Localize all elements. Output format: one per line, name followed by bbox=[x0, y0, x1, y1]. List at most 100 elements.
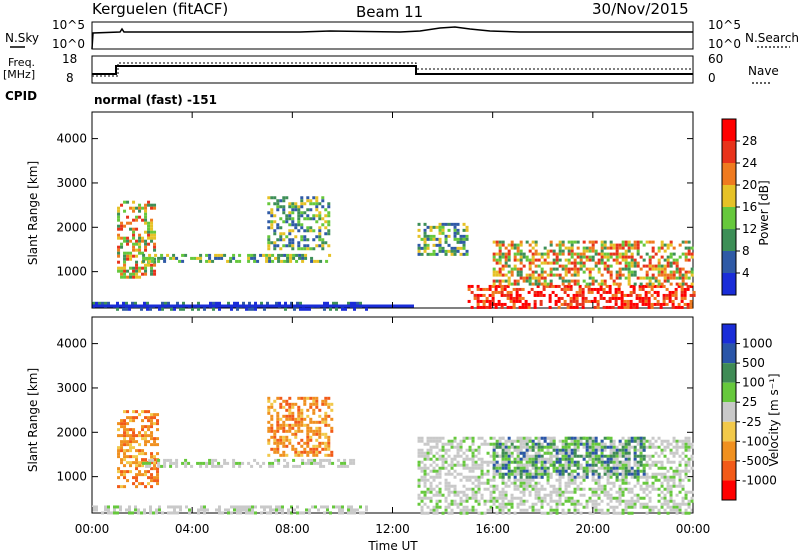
echo-cell bbox=[585, 258, 589, 262]
echo-cell bbox=[420, 478, 424, 482]
echo-cell bbox=[359, 511, 362, 515]
echo-cell bbox=[672, 252, 676, 256]
echo-cell bbox=[522, 469, 526, 473]
echo-cell bbox=[417, 493, 421, 497]
echo-cell bbox=[585, 505, 589, 509]
echo-cell bbox=[561, 454, 565, 458]
echo-cell bbox=[135, 467, 139, 471]
echo-cell bbox=[132, 227, 136, 231]
echo-cell bbox=[639, 445, 643, 449]
echo-cell bbox=[657, 258, 661, 262]
echo-cell bbox=[606, 454, 610, 458]
echo-cell bbox=[495, 487, 499, 491]
echo-cell bbox=[241, 461, 245, 465]
echo-cell bbox=[678, 255, 682, 259]
echo-cell bbox=[600, 484, 604, 488]
echo-cell bbox=[263, 505, 266, 509]
echo-cell bbox=[531, 439, 535, 443]
echo-cell bbox=[636, 472, 640, 476]
echo-cell bbox=[270, 414, 274, 418]
echo-cell bbox=[621, 490, 625, 494]
echo-cell bbox=[543, 276, 547, 280]
x-tick-label: 00:00 bbox=[676, 522, 711, 536]
echo-cell bbox=[519, 276, 523, 280]
echo-cell bbox=[160, 256, 164, 260]
echo-cell bbox=[519, 481, 523, 485]
echo-cell bbox=[675, 270, 679, 274]
echo-cell bbox=[629, 305, 633, 309]
echo-cell bbox=[663, 493, 667, 497]
echo-cell bbox=[322, 464, 326, 468]
echo-cell bbox=[534, 282, 538, 286]
echo-cell bbox=[298, 253, 302, 257]
echo-cell bbox=[519, 267, 523, 271]
echo-cell bbox=[594, 505, 598, 509]
echo-cell bbox=[471, 496, 475, 500]
echo-cell bbox=[507, 454, 511, 458]
echo-cell bbox=[579, 463, 583, 467]
echo-cell bbox=[471, 505, 475, 509]
echo-cell bbox=[663, 279, 667, 283]
echo-cell bbox=[663, 273, 667, 277]
echo-cell bbox=[516, 484, 520, 488]
echo-cell bbox=[303, 217, 307, 221]
echo-cell bbox=[417, 478, 421, 482]
echo-cell bbox=[153, 443, 157, 447]
echo-cell bbox=[516, 487, 520, 491]
echo-cell bbox=[172, 256, 176, 260]
echo-cell bbox=[684, 490, 688, 494]
echo-cell bbox=[474, 448, 478, 452]
echo-cell bbox=[585, 469, 589, 473]
echo-cell bbox=[534, 279, 538, 283]
echo-cell bbox=[275, 301, 278, 305]
echo-cell bbox=[279, 435, 283, 439]
nave-label: Nave bbox=[748, 64, 779, 78]
echo-cell bbox=[636, 442, 640, 446]
echo-cell bbox=[236, 508, 239, 512]
echo-cell bbox=[611, 293, 615, 297]
echo-cell bbox=[564, 258, 568, 262]
echo-cell bbox=[453, 502, 457, 506]
echo-cell bbox=[573, 478, 577, 482]
echo-cell bbox=[144, 218, 148, 222]
echo-cell bbox=[498, 508, 502, 512]
echo-cell bbox=[501, 481, 505, 485]
echo-cell bbox=[606, 264, 610, 268]
echo-cell bbox=[546, 481, 550, 485]
echo-cell bbox=[488, 305, 492, 309]
echo-cell bbox=[471, 487, 475, 491]
echo-cell bbox=[690, 490, 694, 494]
echo-cell bbox=[456, 502, 460, 506]
echo-cell bbox=[178, 259, 182, 263]
echo-cell bbox=[516, 252, 520, 256]
echo-cell bbox=[291, 229, 295, 233]
echo-cell bbox=[651, 445, 655, 449]
echo-cell bbox=[639, 451, 643, 455]
echo-cell bbox=[654, 463, 658, 467]
echo-cell bbox=[498, 240, 502, 244]
echo-cell bbox=[507, 499, 511, 503]
echo-cell bbox=[609, 493, 613, 497]
echo-cell bbox=[537, 487, 541, 491]
echo-cell bbox=[273, 247, 277, 251]
echo-cell bbox=[471, 481, 475, 485]
echo-cell bbox=[328, 461, 332, 465]
echo-cell bbox=[678, 273, 682, 277]
echo-cell bbox=[123, 209, 127, 213]
echo-cell bbox=[522, 276, 526, 280]
echo-cell bbox=[294, 447, 298, 451]
echo-cell bbox=[312, 408, 316, 412]
echo-cell bbox=[522, 481, 526, 485]
echo-cell bbox=[558, 478, 562, 482]
echo-cell bbox=[558, 243, 562, 247]
echo-cell bbox=[651, 487, 655, 491]
echo-cell bbox=[352, 461, 356, 465]
echo-cell bbox=[563, 290, 567, 294]
echo-cell bbox=[569, 299, 573, 303]
echo-cell bbox=[313, 461, 317, 465]
echo-cell bbox=[585, 463, 589, 467]
echo-cell bbox=[318, 414, 322, 418]
echo-cell bbox=[584, 284, 588, 288]
echo-cell bbox=[318, 408, 322, 412]
echo-cell bbox=[554, 284, 558, 288]
